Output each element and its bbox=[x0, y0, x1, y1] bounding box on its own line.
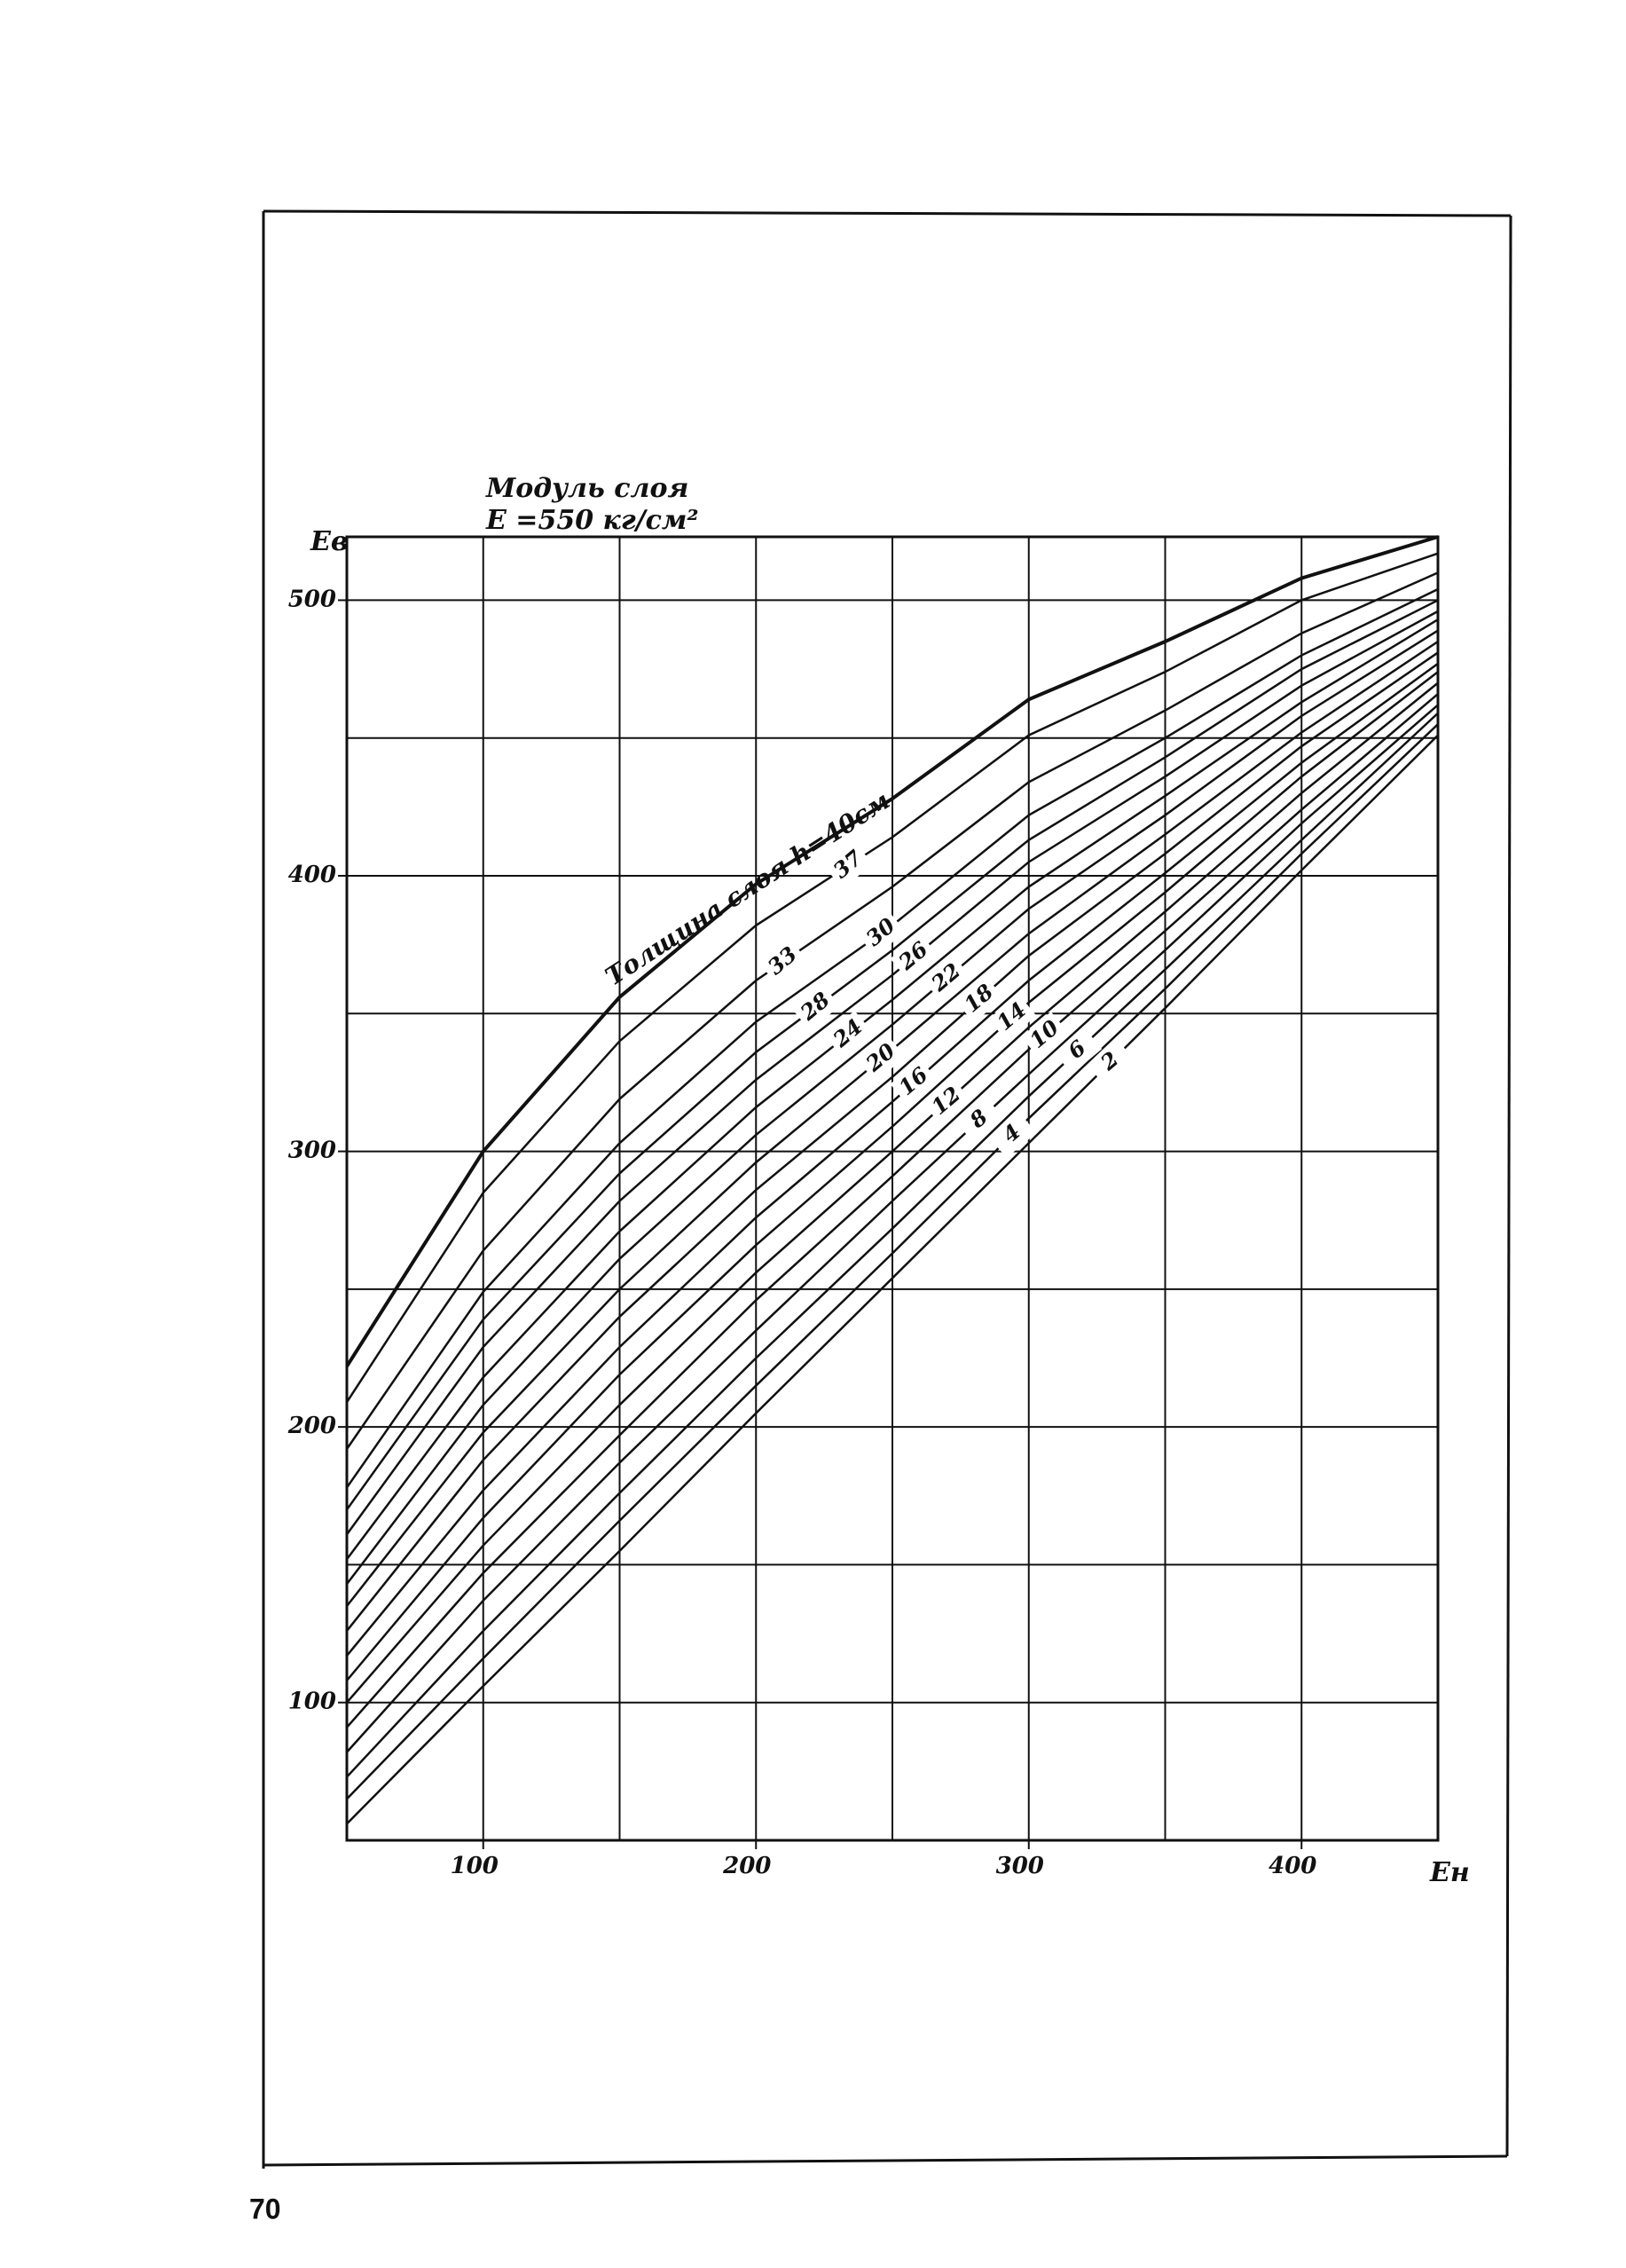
y-tick-label: 300 bbox=[288, 1138, 336, 1164]
label-bg bbox=[824, 841, 873, 889]
y-tick-label: 500 bbox=[288, 586, 336, 612]
label-bg bbox=[890, 1059, 939, 1106]
page-border bbox=[263, 2154, 1508, 2167]
curve bbox=[346, 723, 1439, 1800]
label-bg bbox=[791, 983, 841, 1031]
curve bbox=[345, 535, 1439, 1367]
curve bbox=[346, 693, 1439, 1729]
label-bg bbox=[955, 1096, 1004, 1144]
curve bbox=[346, 618, 1439, 1560]
label-bg bbox=[1053, 1027, 1103, 1075]
curve bbox=[346, 651, 1439, 1632]
label-bg bbox=[955, 975, 1004, 1023]
curve bbox=[345, 571, 1439, 1450]
y-tick-label: 200 bbox=[287, 1413, 336, 1439]
label-bg bbox=[1086, 1038, 1135, 1086]
curve bbox=[345, 599, 1439, 1511]
label-bg bbox=[1021, 1012, 1070, 1059]
curve bbox=[346, 671, 1439, 1681]
curve bbox=[346, 681, 1439, 1704]
curve bbox=[345, 552, 1439, 1403]
curve bbox=[346, 712, 1439, 1778]
page-border bbox=[263, 209, 1512, 217]
y-axis-label: Eв bbox=[310, 526, 349, 557]
label-bg bbox=[857, 1035, 906, 1083]
label-bg bbox=[988, 1111, 1037, 1158]
y-tick-label: 400 bbox=[288, 862, 336, 888]
curve bbox=[345, 610, 1439, 1536]
label-bg bbox=[923, 955, 971, 1002]
label-bg bbox=[824, 1011, 873, 1058]
chart-title: Модуль слоя bbox=[485, 473, 688, 504]
curve bbox=[346, 629, 1439, 1585]
label-bg bbox=[923, 1078, 971, 1126]
chart-subtitle: Е =550 кг/см² bbox=[485, 505, 699, 536]
curve-label: Толщина слоя h=40см bbox=[600, 785, 895, 991]
page-border bbox=[1505, 215, 1512, 2157]
label-bg bbox=[758, 938, 808, 986]
y-tick-label: 100 bbox=[288, 1689, 336, 1715]
x-tick-label: 100 bbox=[451, 1853, 499, 1879]
x-tick-label: 400 bbox=[1269, 1853, 1316, 1879]
curve bbox=[346, 662, 1439, 1657]
label-bg bbox=[988, 994, 1037, 1042]
label-bg bbox=[857, 910, 906, 957]
x-axis-label: Eн bbox=[1429, 1857, 1470, 1888]
x-tick-label: 200 bbox=[722, 1853, 771, 1879]
curve bbox=[346, 704, 1439, 1753]
curve bbox=[346, 734, 1439, 1825]
x-tick-label: 300 bbox=[996, 1853, 1044, 1879]
label-bg bbox=[890, 933, 939, 980]
page-number: 70 bbox=[249, 2193, 281, 2225]
